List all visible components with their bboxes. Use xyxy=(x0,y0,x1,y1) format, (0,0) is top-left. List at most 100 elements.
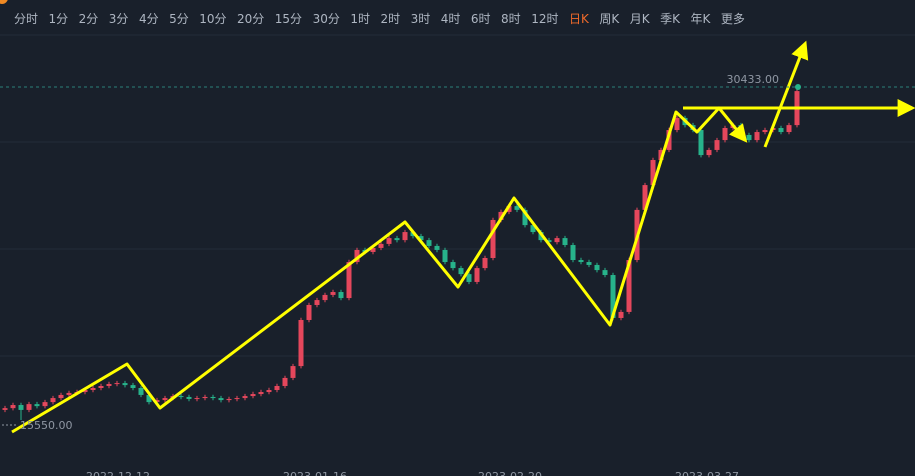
candle-body xyxy=(658,149,664,161)
candle-body xyxy=(346,262,352,299)
candle-body xyxy=(786,125,792,133)
candle-body xyxy=(226,398,232,401)
candle-body xyxy=(34,404,40,407)
candle-body xyxy=(58,394,64,399)
candle-body xyxy=(250,394,256,397)
timeframe-tab[interactable]: 季K xyxy=(660,12,680,26)
candle-body xyxy=(370,247,376,252)
candle-body xyxy=(586,262,592,265)
timeframe-tab[interactable]: 6时 xyxy=(470,12,491,26)
timeframe-tab[interactable]: 20分 xyxy=(237,12,265,26)
date-label: 2023-02-20 xyxy=(478,470,542,476)
candle-body xyxy=(490,219,496,259)
min-price-label: 15550.00 xyxy=(20,419,73,432)
annotations xyxy=(11,40,915,434)
timeframe-tab[interactable]: 月K xyxy=(629,12,650,26)
candle-body xyxy=(626,260,632,312)
timeframe-tab[interactable]: 5分 xyxy=(169,12,189,26)
candle-body xyxy=(146,394,152,403)
candle-body xyxy=(402,232,408,241)
candle-body xyxy=(714,140,720,150)
timeframe-tab[interactable]: 周K xyxy=(599,12,620,26)
last-price-dot xyxy=(795,84,801,90)
candle-body xyxy=(154,400,160,403)
timeframe-tab[interactable]: 3分 xyxy=(108,12,129,26)
candle-body xyxy=(562,238,568,246)
candle-body xyxy=(242,396,248,399)
candle-body xyxy=(450,262,456,269)
candle-body xyxy=(290,366,296,378)
candle-body xyxy=(466,274,472,282)
logo-dot xyxy=(0,0,8,4)
candle-body xyxy=(258,392,264,395)
candle-body xyxy=(354,249,360,263)
timeframe-tab[interactable]: 30分 xyxy=(312,12,340,26)
candle-body xyxy=(394,238,400,241)
candle-body xyxy=(650,160,656,186)
timeframe-tab[interactable]: 分时 xyxy=(14,12,39,26)
candle-body xyxy=(610,275,616,318)
candle-body xyxy=(530,225,536,233)
candle-body xyxy=(90,388,96,391)
candle-body xyxy=(202,396,208,399)
candle-body xyxy=(514,206,520,210)
candle-body xyxy=(178,396,184,398)
date-label: 2023-03-27 xyxy=(675,470,739,476)
candle-body xyxy=(266,390,272,393)
candle-body xyxy=(778,128,784,133)
candle-body xyxy=(330,292,336,295)
candle-body xyxy=(314,300,320,305)
candle-body xyxy=(434,245,440,250)
candle-body xyxy=(674,117,680,131)
timeframe-tab[interactable]: 2时 xyxy=(380,12,401,26)
candle-body xyxy=(234,398,240,400)
candle-body xyxy=(642,185,648,210)
candle-body xyxy=(706,149,712,156)
candle-body xyxy=(338,292,344,299)
timeframe-tab[interactable]: 4时 xyxy=(440,12,461,26)
candle-body xyxy=(698,130,704,156)
candle-body xyxy=(138,388,144,395)
grid xyxy=(0,34,915,357)
date-label: 2022-12-12 xyxy=(86,470,150,476)
candle-body xyxy=(194,398,200,400)
timeframe-tab[interactable]: 1时 xyxy=(350,12,370,26)
candle-body xyxy=(114,383,120,385)
candle-body xyxy=(218,398,224,401)
candle-body xyxy=(554,238,560,243)
candle-body xyxy=(474,268,480,282)
candles xyxy=(2,87,800,420)
candle-body xyxy=(306,304,312,320)
candle-body xyxy=(506,206,512,212)
timeframe-tab[interactable]: 日K xyxy=(568,12,589,26)
candle-body xyxy=(458,268,464,275)
candle-body xyxy=(26,404,32,410)
candle-body xyxy=(666,130,672,150)
candle-body xyxy=(186,396,192,399)
candle-body xyxy=(386,238,392,244)
timeframe-tab[interactable]: 15分 xyxy=(274,12,303,26)
timeframe-tab[interactable]: 更多 xyxy=(720,12,745,26)
candle-body xyxy=(482,258,488,269)
timeframe-tab[interactable]: 10分 xyxy=(199,12,227,26)
timeframe-tab[interactable]: 4分 xyxy=(138,12,159,26)
candle-body xyxy=(442,249,448,263)
candle-body xyxy=(10,405,16,409)
timeframe-tab[interactable]: 年K xyxy=(690,12,711,26)
timeframe-tab[interactable]: 2分 xyxy=(78,12,99,26)
candle-body xyxy=(82,390,88,393)
candle-body xyxy=(122,383,128,386)
timeframe-tab[interactable]: 3时 xyxy=(410,12,431,26)
candle-body xyxy=(378,243,384,248)
candle-body xyxy=(546,240,552,243)
candle-body xyxy=(762,130,768,133)
candle-body xyxy=(618,311,624,318)
timeframe-tab[interactable]: 8时 xyxy=(501,12,521,26)
candle-body xyxy=(2,408,8,410)
timeframe-tab[interactable]: 12时 xyxy=(531,12,559,26)
timeframe-tab[interactable]: 1分 xyxy=(48,12,69,26)
candle-body xyxy=(106,383,112,386)
max-price-label: 30433.00 xyxy=(727,73,780,86)
